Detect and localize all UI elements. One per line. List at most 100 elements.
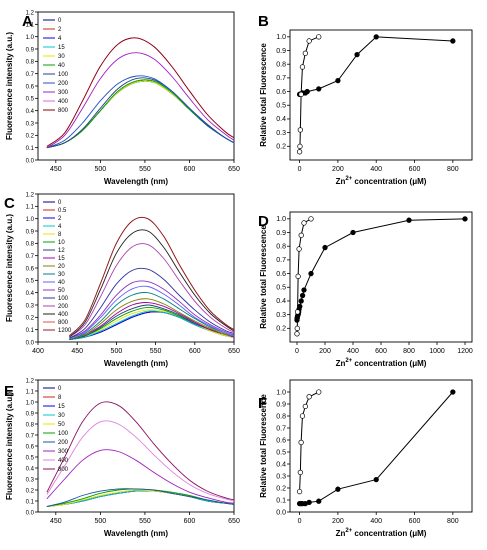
data-point: [316, 498, 322, 504]
y-tick-label: 0.3: [276, 312, 286, 319]
x-tick-label: 200: [332, 166, 344, 173]
y-tick-label: 0.6: [276, 271, 286, 278]
data-point: [297, 143, 303, 149]
spectrum-line: [46, 449, 235, 504]
y-tick-label: 1.0: [26, 217, 35, 223]
data-point: [301, 287, 307, 293]
spectrum-line: [46, 80, 235, 149]
data-point: [354, 51, 360, 58]
data-point: [297, 303, 303, 310]
data-point: [450, 389, 456, 395]
y-tick-label: 0.9: [26, 229, 35, 235]
y-axis-label: Relative total Fluorescence: [259, 394, 268, 498]
y-tick-label: 0.1: [26, 499, 35, 505]
legend-label: 800: [58, 467, 69, 473]
x-tick-label: 650: [228, 518, 240, 525]
x-axis-label: Zn2+ concentration (μM): [336, 358, 427, 368]
legend-label: 8: [58, 395, 62, 401]
x-tick-label: 400: [347, 348, 359, 355]
legend-label: 200: [58, 440, 69, 446]
spectrum-line: [46, 37, 235, 147]
plot-frame: [289, 379, 473, 513]
legend-label: 400: [58, 312, 69, 318]
x-tick-label: 800: [447, 518, 459, 525]
spectrum-line: [46, 401, 235, 501]
spectrum-line: [46, 80, 235, 149]
panel-label: F: [258, 395, 267, 412]
y-tick-label: 0.3: [276, 130, 286, 137]
spectrum-line: [69, 302, 235, 340]
data-point: [297, 127, 303, 133]
y-tick-label: 0.8: [26, 60, 35, 66]
x-tick-label: 600: [409, 166, 421, 173]
y-tick-label: 0.8: [276, 244, 286, 251]
data-point: [296, 246, 302, 252]
plot-frame: [289, 211, 473, 343]
y-tick-label: 0.5: [26, 97, 35, 103]
data-point: [296, 488, 303, 495]
panel-label: D: [258, 213, 269, 230]
data-point: [295, 273, 301, 279]
y-tick-label: 1.1: [26, 23, 35, 29]
legend-label: 800: [58, 108, 69, 114]
series-line: [299, 391, 454, 505]
y-tick-label: 0.4: [26, 109, 35, 115]
data-point: [296, 149, 303, 155]
y-tick-label: 0.1: [26, 146, 35, 152]
y-tick-label: 1.1: [26, 389, 35, 395]
data-point: [308, 216, 314, 222]
legend-label: 50: [58, 422, 65, 428]
x-tick-label: 600: [409, 518, 421, 525]
y-tick-label: 0.6: [26, 444, 35, 450]
data-point: [308, 270, 314, 277]
y-tick-label: 0.9: [26, 411, 35, 417]
x-tick-label: 600: [184, 166, 196, 173]
legend-label: 4: [58, 36, 62, 42]
spectrum-line: [46, 488, 235, 507]
y-tick-label: 0.2: [276, 144, 286, 151]
legend-label: 100: [58, 296, 69, 302]
legend-label: 10: [58, 240, 65, 246]
spectrum-line: [46, 80, 235, 149]
panel-label: B: [258, 13, 269, 30]
y-tick-label: 0.8: [276, 62, 286, 69]
y-tick-label: 0.7: [26, 254, 35, 260]
data-point: [298, 91, 304, 97]
y-tick-label: 0.4: [26, 291, 35, 297]
y-tick-label: 0.5: [276, 103, 286, 110]
y-tick-label: 0.4: [276, 116, 286, 123]
x-tick-label: 500: [95, 166, 107, 173]
x-tick-label: 200: [319, 348, 331, 355]
x-tick-label: 800: [447, 166, 459, 173]
y-tick-label: 0.0: [26, 340, 35, 346]
y-tick-label: 0.1: [26, 328, 35, 334]
y-tick-label: 0.5: [276, 449, 286, 456]
spectrum-line: [46, 420, 235, 502]
spectrum-line: [46, 490, 235, 507]
data-point: [306, 38, 312, 44]
legend-label: 15: [58, 404, 65, 410]
legend-label: 30: [58, 413, 65, 419]
y-tick-label: 1.0: [276, 216, 286, 223]
y-tick-label: 0.4: [276, 461, 286, 468]
x-tick-label: 400: [32, 348, 44, 355]
data-point: [462, 216, 468, 222]
y-tick-label: 0.9: [276, 48, 286, 55]
legend-label: 0: [58, 386, 62, 392]
spectrum-line: [69, 298, 235, 340]
series-line: [296, 218, 466, 321]
x-axis-label: Wavelength (nm): [104, 529, 168, 538]
data-point: [301, 220, 307, 226]
data-point: [298, 439, 304, 446]
spectrum-line: [69, 285, 235, 339]
y-tick-label: 1.2: [26, 192, 35, 198]
data-point: [450, 38, 456, 44]
spectrum-line: [69, 229, 235, 338]
y-tick-label: 0.3: [26, 121, 35, 127]
data-point: [373, 476, 379, 483]
legend-label: 4: [58, 224, 62, 230]
data-point: [306, 394, 312, 400]
y-tick-label: 0.6: [26, 84, 35, 90]
y-tick-label: 1.0: [26, 400, 35, 406]
